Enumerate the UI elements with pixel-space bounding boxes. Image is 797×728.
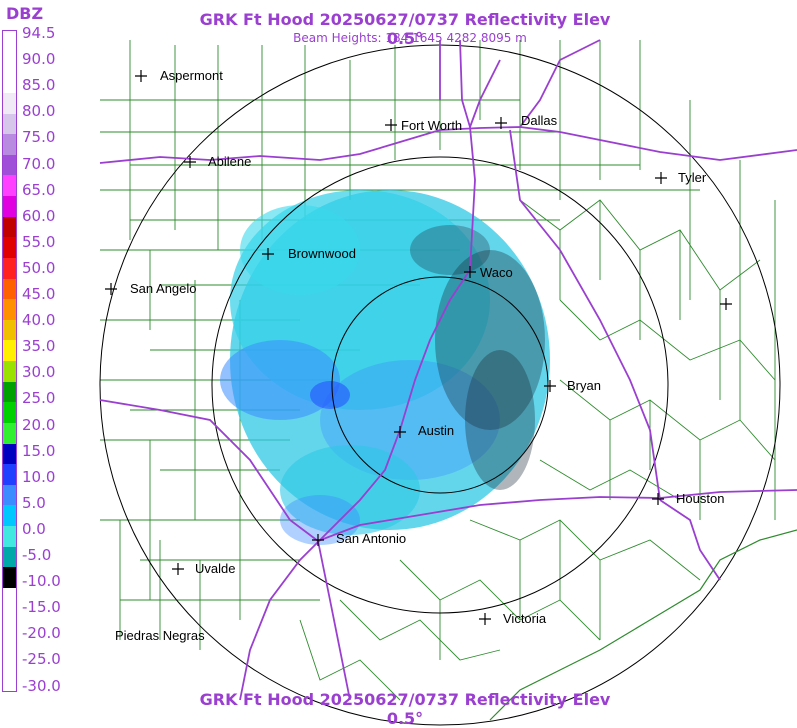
legend-label: 10.0 [22,467,56,486]
svg-text:Dallas: Dallas [521,113,558,128]
svg-text:Austin: Austin [418,423,454,438]
city-piedras-negras: Piedras Negras [115,628,205,643]
svg-text:Aspermont: Aspermont [160,68,223,83]
legend-swatch [3,587,16,609]
reflectivity-echoes [220,190,550,545]
legend-swatch [3,257,16,279]
city-san-antonio: San Antonio [312,531,406,546]
beam-heights: Beam Heights: 184 1645 4282 8095 m [293,31,527,45]
city-bryan: Bryan [544,378,601,393]
city-fort-worth: Fort Worth [385,118,462,133]
legend-swatch [3,567,16,588]
city-tyler: Tyler [655,170,707,185]
legend-label: 70.0 [22,154,56,173]
legend-swatch [3,72,16,93]
legend-swatch [3,340,16,361]
svg-text:Bryan: Bryan [567,378,601,393]
legend-swatch [3,505,16,526]
legend-swatch [3,629,16,650]
city-austin: Austin [394,423,454,438]
legend-label: 50.0 [22,258,56,277]
legend-swatch [3,154,16,176]
legend-swatch [3,278,16,300]
legend-swatch [3,402,16,423]
svg-text:Houston: Houston [676,491,724,506]
city-san-angelo: San Angelo [105,281,197,296]
coastline [489,529,797,721]
city-markers: Aspermont Fort Worth Dallas Abilene Tyle… [105,68,732,643]
legend-swatch [3,319,16,341]
legend-swatch [3,608,16,630]
legend-label: 90.0 [22,50,56,69]
legend-swatch [3,31,16,52]
legend-swatch [3,361,16,382]
city-houston: Houston [652,491,724,506]
legend-swatch [3,216,16,238]
city-abilene: Abilene [184,154,251,169]
legend-label: -30.0 [22,676,61,695]
legend-label: -10.0 [22,572,61,591]
legend-swatch [3,484,16,506]
legend-swatch [3,299,16,320]
legend-swatch [3,237,16,258]
radar-title: GRK Ft Hood 20250627/0737 Reflectivity E… [199,10,611,48]
svg-text:Abilene: Abilene [208,154,251,169]
legend-color-bar [2,30,17,692]
legend-label: -15.0 [22,598,61,617]
legend-swatch [3,92,16,114]
city-brownwood: Brownwood [262,246,356,261]
legend-label: 85.0 [22,76,56,95]
city-uvalde: Uvalde [172,561,235,576]
legend-swatch [3,196,16,217]
legend-swatch [3,464,16,485]
legend-swatch [3,526,16,547]
legend-unit: DBZ [6,4,44,23]
legend-label: 0.0 [22,519,46,538]
legend-swatch [3,175,16,196]
legend-label: 94.5 [22,24,56,42]
svg-text:Uvalde: Uvalde [195,561,235,576]
legend-label: 20.0 [22,415,56,434]
legend-swatch [3,51,16,73]
legend-label: 40.0 [22,311,56,330]
legend-label: 55.0 [22,232,56,251]
legend-label: 25.0 [22,389,56,408]
svg-text:Brownwood: Brownwood [288,246,356,261]
svg-text:Fort Worth: Fort Worth [401,118,462,133]
legend-swatch [3,546,16,568]
legend-swatch [3,670,16,691]
legend-label: 35.0 [22,337,56,356]
city-unlabeled-east [720,298,732,310]
legend-label: 65.0 [22,180,56,199]
legend-label: 5.0 [22,493,46,512]
legend-label: 45.0 [22,285,56,303]
legend-label: 30.0 [22,363,56,382]
legend-label: -20.0 [22,624,61,643]
svg-text:Waco: Waco [480,265,513,280]
interstates [99,39,797,701]
legend-label: -25.0 [22,650,61,669]
legend-label: 80.0 [22,102,56,121]
legend-label: -5.0 [22,546,52,564]
city-aspermont: Aspermont [135,68,223,83]
city-dallas: Dallas [495,113,558,129]
svg-text:San Angelo: San Angelo [130,281,197,296]
legend-swatch [3,381,16,403]
svg-text:Tyler: Tyler [678,170,707,185]
svg-text:San Antonio: San Antonio [336,531,406,546]
legend-swatch [3,443,16,465]
legend-label: 75.0 [22,128,56,147]
legend-label: 15.0 [22,441,56,460]
radar-title-footer: GRK Ft Hood 20250627/0737 Reflectivity E… [199,690,611,728]
legend-swatch [3,113,16,135]
svg-text:Piedras Negras: Piedras Negras [115,628,205,643]
legend-label: 60.0 [22,206,56,225]
legend-swatch [3,649,16,671]
city-victoria: Victoria [479,611,547,626]
svg-text:Victoria: Victoria [503,611,547,626]
city-waco: Waco [464,265,513,280]
legend-swatch [3,134,16,155]
legend-swatch [3,422,16,444]
